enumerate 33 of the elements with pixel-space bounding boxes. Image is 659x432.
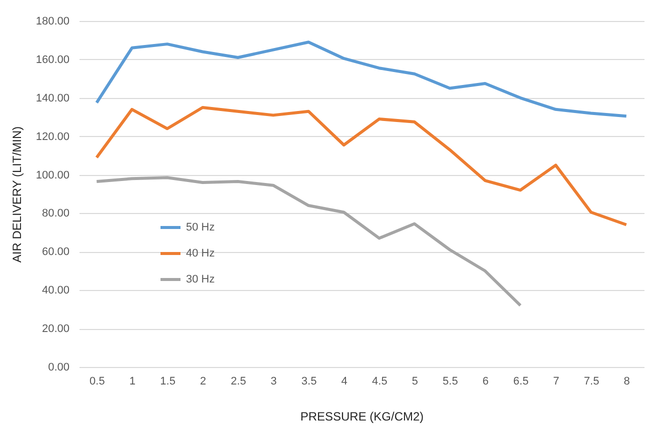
y-tick-label: 140.00: [36, 92, 70, 104]
y-tick-label: 120.00: [36, 130, 70, 143]
line-series: [95, 40, 628, 118]
x-tick-label: 6.5: [513, 376, 529, 388]
line-series: [95, 176, 522, 307]
legend-label: 50 Hz: [186, 222, 215, 234]
x-tick-label: 5: [412, 376, 418, 388]
y-tick-label: 40.00: [42, 284, 70, 297]
x-tick-label: 1: [129, 376, 136, 388]
y-axis-title: AIR DELIVERY (LIT/MIN): [10, 126, 24, 263]
x-tick-label: 7: [553, 376, 560, 388]
x-tick-label: 8: [624, 376, 630, 388]
x-tick-label: 1.5: [160, 376, 176, 388]
x-tick-label: 5.5: [442, 376, 458, 388]
x-tick-label: 6: [482, 376, 489, 388]
legend-label: 40 Hz: [186, 248, 215, 260]
y-tick-label: 80.00: [42, 208, 70, 220]
x-tick-label: 2: [200, 376, 206, 388]
y-tick-label: 100.00: [36, 169, 70, 182]
y-tick-label: 160.00: [36, 54, 70, 66]
x-tick-label: 3: [270, 376, 277, 388]
x-tick-label: 0.5: [90, 376, 105, 388]
x-tick-label: 3.5: [301, 376, 317, 388]
x-tick-label: 7.5: [584, 376, 600, 388]
x-axis-title: PRESSURE (KG/CM2): [300, 410, 424, 424]
y-tick-label: 60.00: [42, 246, 70, 258]
x-tick-label: 4.5: [372, 376, 388, 388]
y-tick-label: 180.00: [36, 16, 70, 28]
x-tick-label: 4: [341, 376, 348, 388]
y-tick-label: 20.00: [42, 323, 70, 336]
legend-label: 30 Hz: [186, 274, 215, 286]
x-tick-label: 2.5: [230, 376, 246, 388]
y-tick-label: 0.00: [48, 362, 70, 374]
